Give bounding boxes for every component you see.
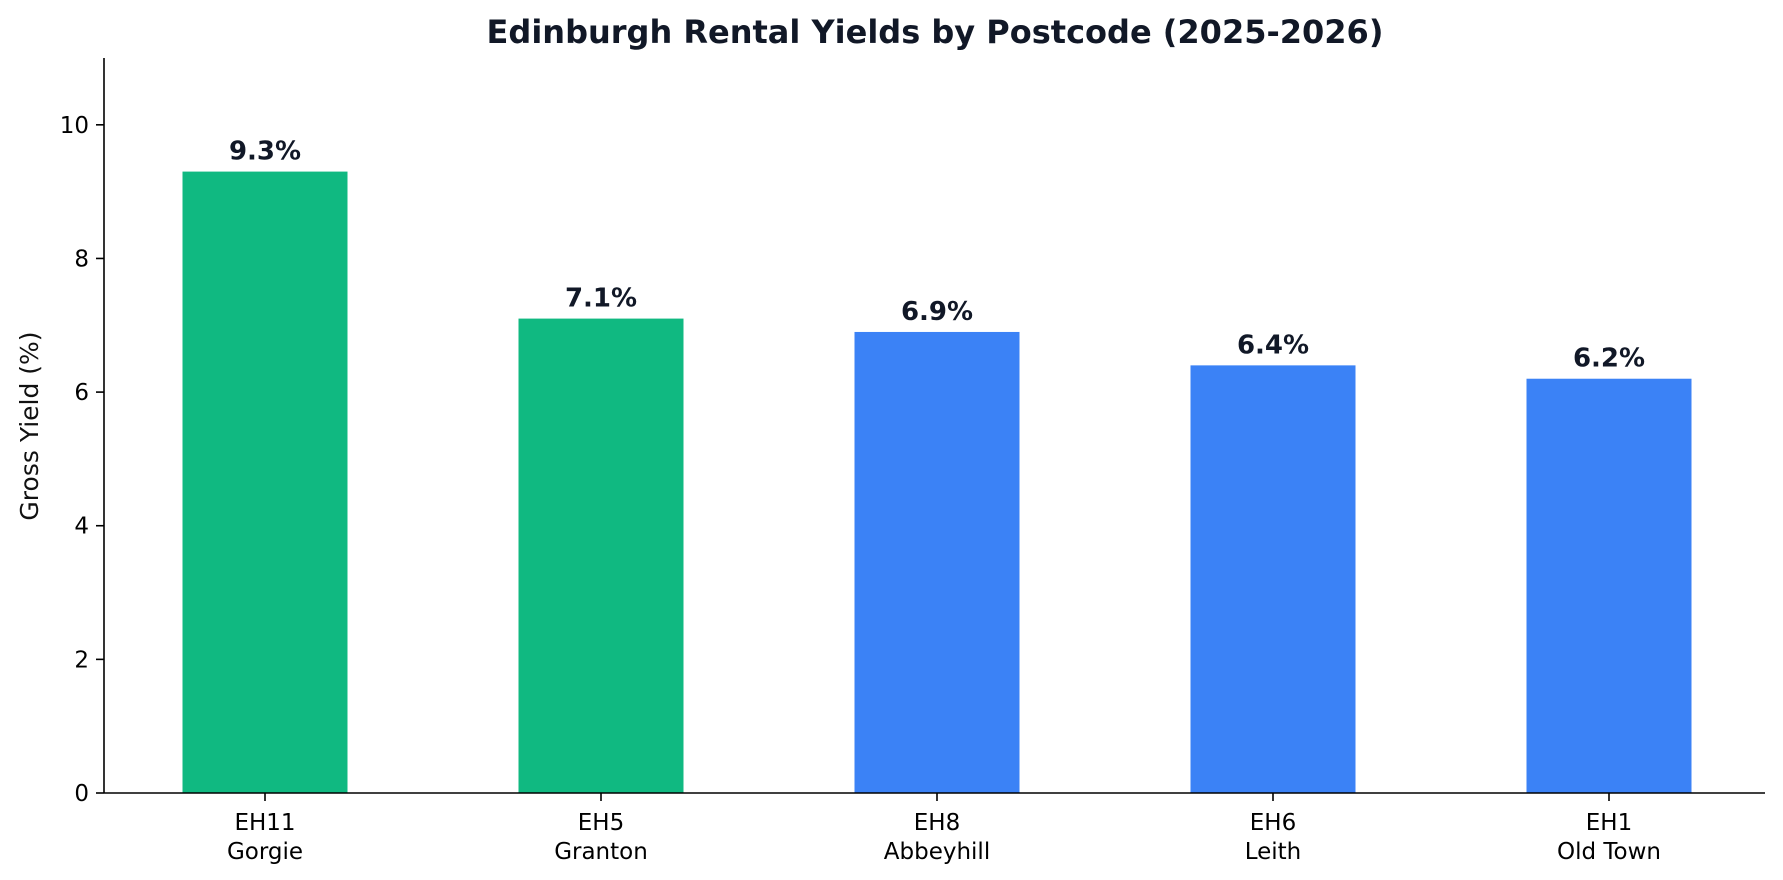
x-tick-label: EH5 [578, 810, 624, 836]
data-label-eh8: 6.9% [901, 297, 973, 327]
y-tick-label: 8 [74, 246, 89, 272]
y-tick-label: 10 [60, 113, 89, 139]
x-tick-label: Old Town [1557, 839, 1661, 865]
x-tick-label: EH11 [234, 810, 295, 836]
y-axis-label: Gross Yield (%) [15, 331, 44, 520]
x-tick-label: Granton [554, 839, 648, 865]
x-tick-label: EH8 [914, 810, 960, 836]
x-tick-label: Abbeyhill [884, 839, 990, 865]
data-label-eh6: 6.4% [1237, 330, 1309, 360]
bar-eh6 [1190, 365, 1356, 793]
bar-eh5 [518, 318, 684, 793]
y-tick-label: 0 [74, 781, 89, 807]
data-label-eh1: 6.2% [1573, 344, 1645, 374]
y-tick-label: 2 [74, 647, 89, 673]
data-label-eh5: 7.1% [565, 284, 637, 314]
x-tick-label: Gorgie [227, 839, 303, 865]
bar-eh11 [182, 171, 348, 793]
x-tick-label: EH6 [1250, 810, 1296, 836]
data-label-eh11: 9.3% [229, 137, 301, 167]
y-axis: 0 2 4 6 8 10 [60, 58, 105, 807]
bar-eh1 [1526, 378, 1692, 793]
data-labels-group: 9.3% 7.1% 6.9% 6.4% 6.2% [229, 137, 1645, 374]
y-tick-label: 6 [74, 380, 89, 406]
bar-eh8 [854, 331, 1020, 793]
y-tick-label: 4 [74, 514, 89, 540]
chart-title: Edinburgh Rental Yields by Postcode (202… [487, 13, 1384, 51]
bars-group [182, 171, 1692, 793]
x-tick-label: Leith [1245, 839, 1302, 865]
x-tick-label: EH1 [1586, 810, 1632, 836]
x-axis: EH11 Gorgie EH5 Granton EH8 Abbeyhill EH6 Leith… [104, 792, 1765, 865]
